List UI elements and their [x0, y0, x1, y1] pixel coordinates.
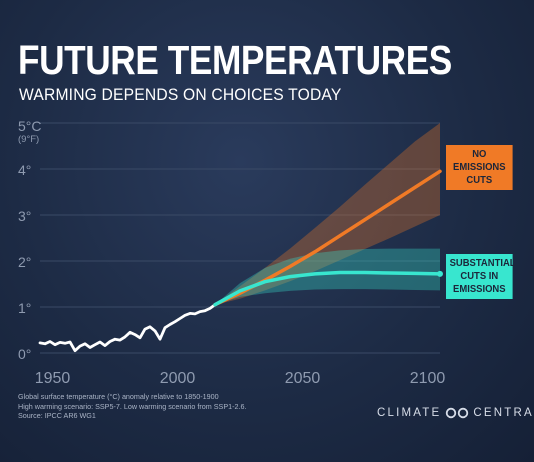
y-tick-label: 3° [18, 208, 31, 224]
y-axis-unit-f: (9°F) [18, 134, 39, 145]
series-line [38, 303, 217, 353]
x-tick-label: 2050 [285, 370, 321, 387]
label-substantial-cuts-text: SUBSTANTIAL CUTS IN EMISSIONS [449, 257, 516, 295]
y-tick-label: 4° [18, 162, 31, 178]
label-no-emissions-cuts-text: NO EMISSIONS CUTS [453, 148, 506, 186]
x-tick-label: 2100 [410, 370, 446, 387]
brand-left: CLIMATE [377, 407, 442, 419]
x-tick-label: 2000 [160, 370, 196, 387]
y-tick-label: 0° [18, 346, 31, 362]
footnote-line: Global surface temperature (°C) anomaly … [18, 392, 219, 401]
uncertainty-band [215, 123, 440, 305]
x-tick-label: 1950 [35, 370, 71, 387]
y-axis-unit-c: 5°C [18, 118, 42, 134]
y-tick-label: 1° [18, 300, 31, 316]
uncertainty-bands [215, 123, 440, 305]
climate-central-logo: CLIMATE CENTRAL [377, 407, 534, 419]
label-substantial-cuts: SUBSTANTIAL CUTS IN EMISSIONS [446, 254, 516, 299]
footnote-line: High warming scenario: SSP5-7. Low warmi… [18, 401, 247, 411]
y-axis-ticks: 0° 1° 2° 3° 4° [18, 162, 31, 362]
label-no-emissions-cuts: NO EMISSIONS CUTS [446, 145, 513, 190]
x-axis-ticks: 1950 2000 2050 2100 [35, 370, 446, 387]
footnote-line: Source: IPCC AR6 WG1 [18, 411, 96, 420]
brand-right: CENTRAL [473, 407, 534, 419]
series-line [213, 270, 442, 307]
series-lines [38, 169, 443, 353]
page-subtitle: WARMING DEPENDS ON CHOICES TODAY [19, 85, 342, 104]
y-tick-label: 2° [18, 254, 31, 270]
infinity-icon [446, 407, 469, 419]
uncertainty-band [215, 248, 440, 305]
series-endpoint [437, 270, 443, 277]
footnotes: Global surface temperature (°C) anomaly … [18, 392, 247, 421]
page-title: FUTURE TEMPERATURES [18, 37, 452, 83]
